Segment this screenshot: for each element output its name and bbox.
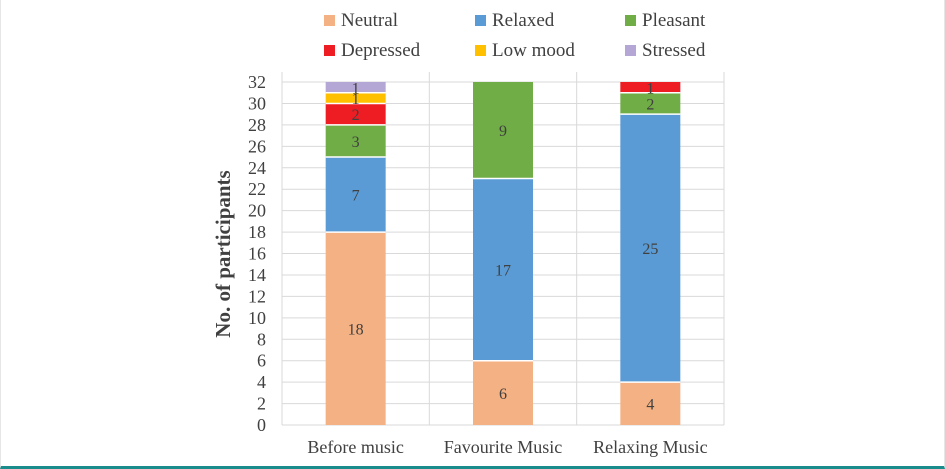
bar-relaxing-music-neutral	[620, 382, 681, 425]
data-label-before-music-pleasant: 3	[352, 134, 360, 151]
legend-label-neutral: Neutral	[341, 10, 398, 31]
bar-relaxing-music-relaxed	[620, 114, 681, 383]
legend: Neutral Relaxed Pleasant Depressed Low mood S…	[324, 10, 706, 61]
data-label-before-music-neutral: 18	[348, 322, 364, 339]
y-tick-label-14: 14	[248, 265, 266, 285]
data-label-relaxing-music-relaxed: 25	[642, 241, 658, 258]
data-label-before-music-relaxed: 7	[352, 188, 360, 205]
data-label-favourite-music-neutral: 6	[499, 386, 507, 403]
y-axis-label: No. of participants	[211, 170, 235, 337]
legend-item-relaxed: Relaxed	[475, 10, 555, 31]
legend-item-low-mood: Low mood	[475, 40, 575, 61]
data-label-favourite-music-relaxed: 17	[495, 263, 511, 280]
y-tick-label-2: 2	[257, 394, 266, 414]
y-tick-label-26: 26	[248, 136, 266, 156]
data-label-relaxing-music-depressed: 1	[646, 80, 654, 97]
data-label-before-music-low-mood: 1	[352, 91, 360, 108]
y-tick-label-20: 20	[248, 201, 266, 221]
y-tick-label-10: 10	[248, 308, 266, 328]
legend-item-depressed: Depressed	[324, 40, 421, 61]
y-tick-label-8: 8	[257, 329, 266, 349]
y-tick-label-16: 16	[248, 244, 266, 264]
x-tick-label-relaxing-music: Relaxing Music	[593, 437, 708, 457]
y-tick-label-12: 12	[248, 286, 266, 306]
legend-swatch-relaxed	[475, 15, 486, 26]
legend-swatch-stressed	[625, 45, 636, 56]
x-tick-label-favourite-music: Favourite Music	[444, 437, 563, 457]
legend-swatch-neutral	[324, 15, 335, 26]
y-tick-label-4: 4	[257, 372, 266, 392]
bar-relaxing-music-depressed	[620, 82, 681, 93]
legend-item-pleasant: Pleasant	[625, 10, 706, 31]
data-label-favourite-music-pleasant: 9	[499, 123, 507, 140]
legend-item-neutral: Neutral	[324, 10, 398, 31]
bar-before-music-low-mood	[325, 92, 386, 104]
data-label-relaxing-music-neutral: 4	[646, 397, 654, 414]
y-tick-label-30: 30	[248, 93, 266, 113]
data-label-before-music-depressed: 2	[352, 107, 360, 124]
bar-before-music-neutral	[325, 232, 386, 425]
legend-item-stressed: Stressed	[625, 40, 706, 61]
data-label-relaxing-music-pleasant: 2	[646, 96, 654, 113]
bar-before-music-stressed	[325, 82, 386, 93]
legend-label-low-mood: Low mood	[492, 40, 575, 61]
legend-label-pleasant: Pleasant	[642, 10, 706, 31]
y-tick-label-6: 6	[257, 351, 266, 371]
bar-favourite-music-pleasant	[473, 82, 533, 179]
y-tick-label-28: 28	[248, 115, 266, 135]
y-tick-label-24: 24	[248, 158, 266, 178]
y-tick-label-32: 32	[248, 72, 266, 92]
y-tick-label-18: 18	[248, 222, 266, 242]
x-tick-label-before-music: Before music	[307, 437, 403, 457]
legend-swatch-depressed	[324, 45, 335, 56]
bar-before-music-relaxed	[325, 157, 386, 233]
legend-label-relaxed: Relaxed	[492, 10, 555, 31]
bar-relaxing-music-pleasant	[620, 92, 681, 115]
legend-swatch-pleasant	[625, 15, 636, 26]
y-tick-label-22: 22	[248, 179, 266, 199]
legend-swatch-low-mood	[475, 45, 486, 56]
legend-label-depressed: Depressed	[341, 40, 421, 61]
bar-favourite-music-neutral	[473, 360, 533, 425]
bar-before-music-pleasant	[325, 124, 386, 158]
bar-favourite-music-relaxed	[473, 178, 533, 361]
bar-before-music-depressed	[325, 103, 386, 125]
legend-label-stressed: Stressed	[642, 40, 706, 61]
y-tick-label-0: 0	[257, 415, 266, 435]
data-label-before-music-stressed: 1	[352, 80, 360, 97]
